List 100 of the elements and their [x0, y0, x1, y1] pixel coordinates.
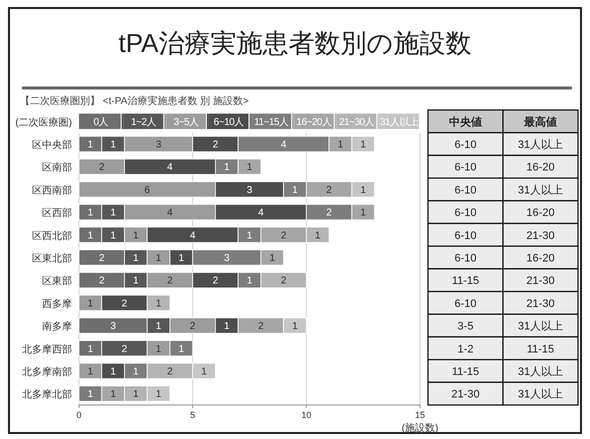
text: 21-30	[451, 388, 480, 401]
legend-label: 21~30人	[339, 116, 375, 128]
text: 16-20	[526, 252, 555, 264]
data-label: 2	[122, 298, 128, 310]
data-label: 2	[280, 276, 287, 287]
data-label: 4	[258, 208, 264, 219]
data-label: 1	[224, 321, 230, 332]
text: 6-10	[454, 184, 477, 196]
data-label: 1	[156, 253, 162, 264]
data-label: 1	[88, 366, 94, 378]
data-label: 1	[246, 276, 253, 287]
legend-label: 31人以上	[380, 116, 419, 128]
data-label: 3	[110, 321, 116, 332]
data-label: 2	[326, 208, 332, 219]
data-label: 1	[110, 230, 116, 242]
data-label: 1	[178, 253, 185, 264]
data-label: 1	[156, 321, 162, 332]
data-label: 2	[122, 344, 128, 355]
text: 16-20	[526, 207, 555, 220]
data-label: 6	[144, 184, 150, 196]
data-label: 1	[88, 298, 94, 310]
y-tick-label: 南多摩	[42, 320, 72, 333]
text: 6-10	[454, 139, 477, 152]
category-label: 中央値	[449, 115, 482, 128]
y-tick-label: 北多摩南部	[22, 366, 72, 378]
data-label: 1	[201, 366, 208, 378]
y-tick-label: 西多摩	[42, 298, 72, 310]
text: 16-20	[526, 162, 555, 174]
data-label: 3	[224, 253, 230, 264]
data-label: 2	[212, 140, 219, 151]
x-tick-label: 5	[190, 410, 196, 420]
y-tick-label: 区西部	[42, 207, 72, 220]
data-label: 4	[167, 208, 174, 219]
text: 31人以上	[518, 366, 564, 378]
y-tick-label: 区西北部	[32, 230, 72, 242]
text: 6-10	[454, 298, 477, 310]
data-label: 2	[98, 162, 105, 174]
data-label: 1	[133, 253, 140, 264]
data-label: 4	[167, 162, 174, 174]
data-label: 1	[156, 389, 162, 400]
text: 11-15	[452, 366, 480, 378]
data-label: 1	[110, 140, 116, 151]
chart-title: tPA治療実施患者数別の施設数	[118, 28, 472, 58]
data-label: 1	[338, 140, 344, 151]
data-label: 2	[280, 230, 287, 242]
y-tick-label: 北多摩西部	[22, 343, 72, 356]
y-tick-label: 北多摩北部	[22, 388, 72, 401]
y-axis-title: (二次医療圏)	[15, 116, 72, 128]
data-label: 1	[156, 344, 162, 355]
chart-subtitle: 【二次医療圏別】 <t-PA治療実施患者数 別 施設数>	[20, 95, 249, 107]
data-label: 1	[110, 389, 116, 400]
text: 3-5	[458, 320, 474, 333]
y-tick-label: 区東部	[42, 275, 72, 288]
data-label: 1	[292, 184, 298, 196]
category-label: 最高値	[523, 115, 557, 128]
text: 6-10	[454, 252, 477, 264]
data-label: 1	[110, 366, 116, 378]
data-label: 1	[292, 321, 298, 332]
x-tick-label: 10	[301, 410, 312, 420]
data-label: 1	[88, 208, 94, 219]
y-tick-label: 区中央部	[32, 139, 72, 152]
data-label: 1	[110, 208, 116, 219]
data-label: 1	[88, 344, 94, 355]
text: 31人以上	[518, 139, 564, 152]
data-label: 1	[133, 276, 140, 287]
y-tick-label: 区東北部	[32, 252, 72, 264]
data-label: 1	[360, 208, 366, 219]
data-label: 2	[98, 253, 105, 264]
x-axis-title: (施設数)	[402, 422, 438, 434]
data-label: 1	[314, 230, 321, 242]
text: 11-15	[452, 275, 480, 288]
data-label: 1	[269, 253, 276, 264]
data-label: 1	[360, 140, 366, 151]
data-label: 3	[156, 140, 162, 151]
text: 6-10	[454, 230, 477, 242]
data-label: 1	[133, 389, 140, 400]
text: 6-10	[454, 162, 477, 174]
data-label: 1	[156, 298, 162, 310]
data-label: 1	[246, 162, 253, 174]
data-label: 1	[178, 344, 185, 355]
text: 31人以上	[518, 320, 564, 333]
data-label: 1	[133, 230, 140, 242]
data-label: 2	[190, 321, 196, 332]
text: 1-2	[458, 343, 474, 356]
data-label: 1	[88, 140, 94, 151]
data-label: 1	[88, 230, 94, 242]
data-label: 1	[133, 366, 140, 378]
data-label: 2	[167, 366, 174, 378]
data-label: 1	[246, 230, 253, 242]
x-tick-label: 15	[414, 410, 426, 420]
x-tick-label: 0	[76, 410, 82, 420]
text: 6-10	[454, 207, 477, 220]
data-label: 2	[258, 321, 264, 332]
data-label: 2	[98, 276, 105, 287]
text: 21-30	[526, 298, 555, 310]
y-tick-label: 区西南部	[32, 184, 72, 196]
data-label: 1	[88, 389, 94, 400]
data-label: 4	[190, 230, 196, 242]
data-label: 2	[212, 276, 219, 287]
data-label: 1	[360, 184, 366, 196]
